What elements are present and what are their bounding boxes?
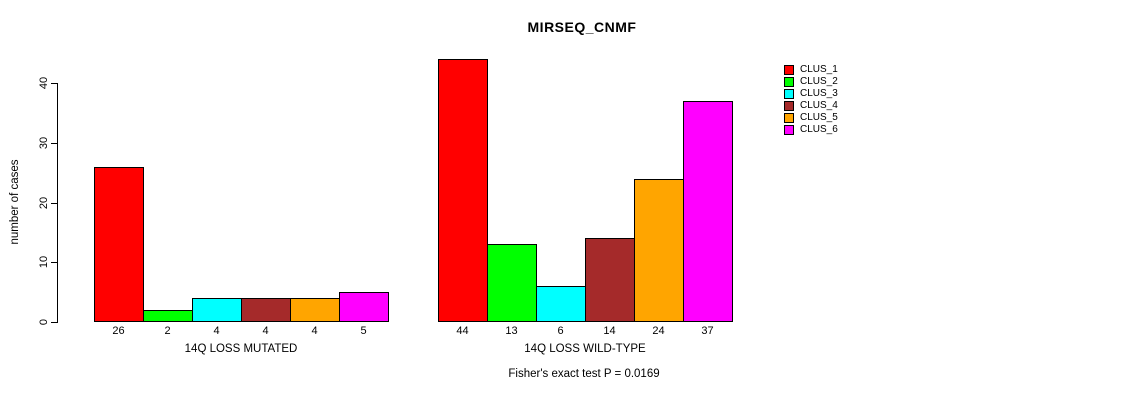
bar-value-label: 5 [360, 325, 367, 337]
bar-clus_4-group2 [585, 238, 635, 322]
bar-value-label: 14 [603, 325, 616, 337]
bar-value-label: 2 [164, 325, 171, 337]
legend-swatch-icon [784, 113, 794, 123]
y-axis-tick-label: 10 [38, 255, 50, 269]
bar-clus_6-group2 [683, 101, 733, 322]
footnote-text: Fisher's exact test P = 0.0169 [508, 368, 660, 380]
y-axis-tick-label: 0 [38, 318, 50, 326]
y-axis-tick [51, 203, 57, 204]
legend-swatch-icon [784, 65, 794, 75]
legend-label: CLUS_6 [800, 124, 838, 135]
legend-swatch-icon [784, 89, 794, 99]
bar-value-label: 4 [311, 325, 318, 337]
bar-clus_2-group2 [487, 244, 537, 322]
y-axis-tick-label: 20 [38, 196, 50, 210]
legend-swatch-icon [784, 77, 794, 87]
legend-label: CLUS_1 [800, 64, 838, 75]
chart-title: MIRSEQ_CNMF [527, 19, 637, 35]
group-label: 14Q LOSS WILD-TYPE [524, 343, 646, 355]
bar-value-label: 44 [456, 325, 469, 337]
y-axis-line [57, 83, 58, 323]
bar-value-label: 26 [112, 325, 125, 337]
bar-value-label: 6 [557, 325, 564, 337]
y-axis-tick [51, 322, 57, 323]
bar-clus_2-group1 [143, 310, 193, 322]
bar-value-label: 4 [262, 325, 269, 337]
legend-swatch-icon [784, 101, 794, 111]
y-axis-tick-label: 40 [38, 76, 50, 90]
bar-clus_6-group1 [339, 292, 389, 322]
y-axis-tick-label: 30 [38, 136, 50, 150]
bar-value-label: 37 [701, 325, 714, 337]
y-axis-tick [51, 83, 57, 84]
bar-clus_3-group2 [536, 286, 586, 322]
bar-value-label: 4 [213, 325, 220, 337]
bar-clus_5-group1 [290, 298, 340, 322]
legend-label: CLUS_5 [800, 112, 838, 123]
bar-clus_1-group2 [438, 59, 488, 322]
legend-label: CLUS_4 [800, 100, 838, 111]
group-label: 14Q LOSS MUTATED [184, 343, 298, 355]
bar-value-label: 24 [652, 325, 665, 337]
y-axis-label: number of cases [9, 159, 21, 245]
y-axis-tick [51, 262, 57, 263]
legend-label: CLUS_3 [800, 88, 838, 99]
bar-clus_5-group2 [634, 179, 684, 322]
legend-swatch-icon [784, 125, 794, 135]
bar-clus_3-group1 [192, 298, 242, 322]
y-axis-tick [51, 143, 57, 144]
legend-label: CLUS_2 [800, 76, 838, 87]
bar-value-label: 13 [505, 325, 518, 337]
bar-clus_1-group1 [94, 167, 144, 322]
bar-clus_4-group1 [241, 298, 291, 322]
